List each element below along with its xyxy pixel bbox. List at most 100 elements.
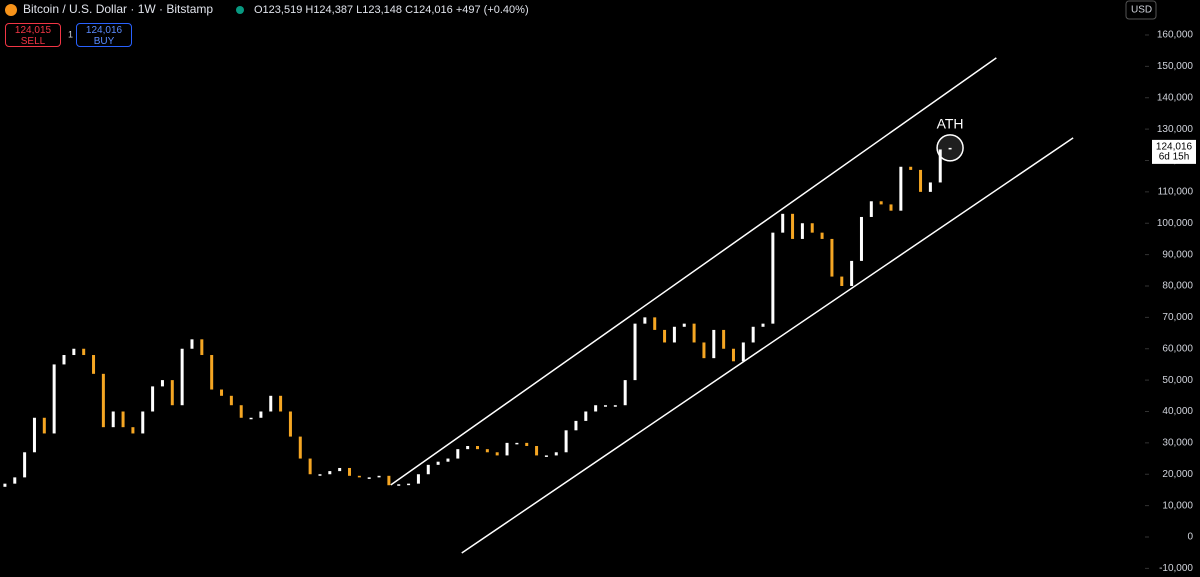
candle xyxy=(623,380,627,406)
countdown: 6d 15h xyxy=(1159,152,1190,163)
y-tick-label: 40,000 xyxy=(1162,406,1193,417)
candle xyxy=(800,223,804,239)
candle xyxy=(909,166,913,170)
candle xyxy=(495,452,499,456)
annotation: ATH xyxy=(937,116,964,132)
ohlc: O123,519 H124,387 L123,148 C124,016 +497… xyxy=(254,4,529,16)
candle xyxy=(731,348,735,362)
candle xyxy=(13,477,17,484)
candle xyxy=(564,430,568,453)
sell-button[interactable]: 124,015 SELL xyxy=(5,23,61,47)
candle xyxy=(584,411,588,421)
candle xyxy=(712,329,716,359)
candle xyxy=(377,475,381,478)
candle xyxy=(249,417,253,420)
candle xyxy=(32,417,36,453)
candle xyxy=(889,204,893,211)
candle xyxy=(426,464,430,475)
candle xyxy=(505,442,509,456)
candle xyxy=(948,147,952,150)
y-tick-label: -10,000 xyxy=(1159,563,1193,574)
candle xyxy=(190,339,194,349)
candle xyxy=(367,477,371,479)
candle xyxy=(938,149,942,183)
candle xyxy=(525,442,529,447)
candle xyxy=(466,446,470,450)
candle xyxy=(672,326,676,343)
candle xyxy=(928,182,932,192)
candle xyxy=(722,329,726,349)
candle xyxy=(259,411,263,418)
bitcoin-icon xyxy=(5,4,17,16)
candle xyxy=(791,213,795,239)
price-tag-label: 124,016 xyxy=(1156,142,1193,153)
y-tick-label: 90,000 xyxy=(1162,249,1193,260)
y-tick-label: 140,000 xyxy=(1157,92,1194,103)
candle xyxy=(170,380,174,406)
candle xyxy=(436,461,440,465)
candle xyxy=(318,474,322,476)
candle xyxy=(663,329,667,343)
candle xyxy=(121,411,125,428)
candle xyxy=(180,348,184,406)
y-tick-label: 150,000 xyxy=(1157,61,1194,72)
price-tag xyxy=(1152,139,1196,164)
candle xyxy=(42,417,46,434)
candle xyxy=(387,475,391,486)
candle xyxy=(52,364,56,434)
candle xyxy=(771,232,775,324)
candle xyxy=(633,323,637,381)
candle xyxy=(781,213,785,233)
candle xyxy=(574,420,578,431)
buy-label: BUY xyxy=(93,36,115,47)
y-tick-label: 0 xyxy=(1187,532,1193,543)
candle xyxy=(869,201,873,217)
candle xyxy=(416,474,420,484)
candle xyxy=(535,446,539,456)
candle xyxy=(338,467,342,472)
candle xyxy=(554,452,558,456)
candle xyxy=(859,216,863,261)
candle xyxy=(160,380,164,387)
candle xyxy=(820,232,824,239)
candle xyxy=(23,452,27,478)
candle xyxy=(751,326,755,343)
currency-button[interactable] xyxy=(1125,0,1157,20)
ath-circle xyxy=(936,134,964,162)
candle xyxy=(101,373,105,428)
candle xyxy=(210,355,214,390)
candle xyxy=(653,317,657,330)
candle xyxy=(840,276,844,286)
candle xyxy=(279,395,283,412)
candle xyxy=(62,355,66,365)
candle xyxy=(603,405,607,407)
y-tick-label: 50,000 xyxy=(1162,375,1193,386)
candle xyxy=(407,483,411,486)
candle xyxy=(643,317,647,324)
candle xyxy=(239,405,243,418)
buy-button[interactable]: 124,016 BUY xyxy=(76,23,132,47)
candle xyxy=(544,455,548,457)
candle xyxy=(515,442,519,445)
candle xyxy=(288,411,292,437)
candle xyxy=(919,169,923,192)
currency[interactable]: USD xyxy=(1131,5,1152,16)
candle xyxy=(810,223,814,233)
symbol-title: Bitcoin / U.S. Dollar · 1W · Bitstamp xyxy=(23,2,213,16)
candle xyxy=(141,411,145,434)
candle xyxy=(348,467,352,476)
y-tick-label: 20,000 xyxy=(1162,469,1193,480)
candle xyxy=(220,389,224,396)
candle xyxy=(830,238,834,277)
candle xyxy=(92,355,96,374)
candle xyxy=(761,323,765,327)
candle xyxy=(446,458,450,462)
candle xyxy=(456,449,460,459)
y-tick-label: 130,000 xyxy=(1157,124,1194,135)
sell-price: 124,015 xyxy=(14,25,52,36)
y-tick-label: 80,000 xyxy=(1162,281,1193,292)
candle xyxy=(72,348,76,356)
candle xyxy=(850,260,854,286)
candle xyxy=(397,484,401,486)
